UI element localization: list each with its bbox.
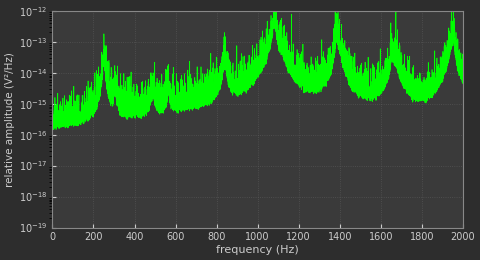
Y-axis label: relative amplitude (V²/Hz): relative amplitude (V²/Hz) <box>5 52 15 187</box>
X-axis label: frequency (Hz): frequency (Hz) <box>216 245 299 255</box>
